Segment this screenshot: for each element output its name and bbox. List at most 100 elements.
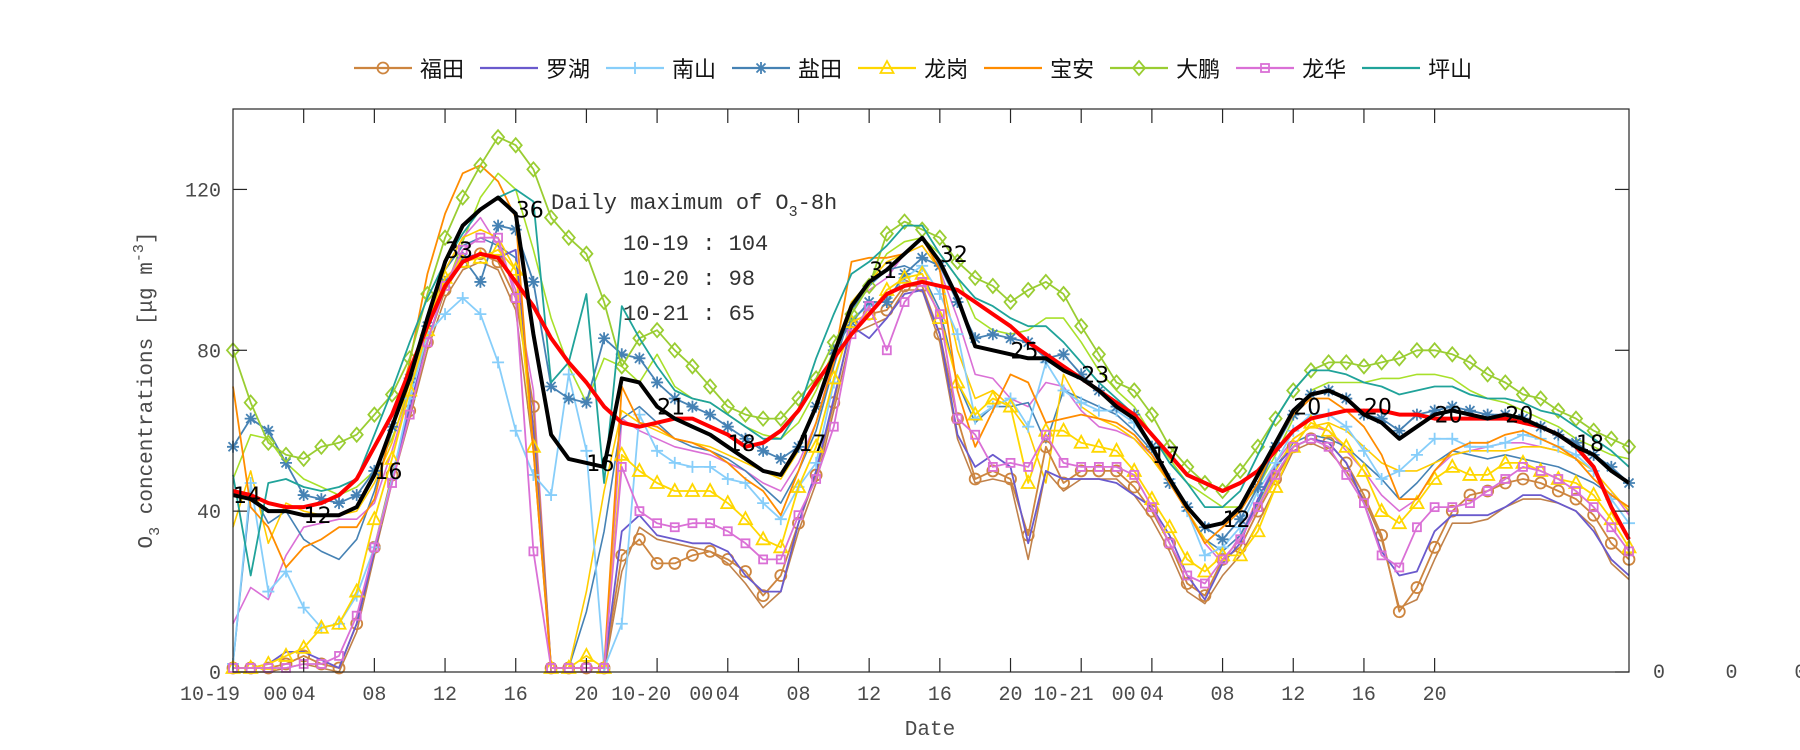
data-point-marker <box>1111 462 1122 472</box>
x-tick-label: 16 <box>928 684 952 707</box>
data-point-marker <box>773 410 788 428</box>
data-point-marker <box>474 275 487 288</box>
data-point-marker <box>1375 412 1388 425</box>
data-point-marker <box>1410 581 1424 594</box>
data-point-marker <box>1339 456 1353 470</box>
annotation-line-1: 10-19 : 104 <box>623 232 768 257</box>
data-point-marker <box>758 554 769 565</box>
data-point-marker <box>1606 522 1617 533</box>
data-point-marker <box>881 345 892 356</box>
data-point-marker <box>1216 533 1229 546</box>
data-point-marker <box>475 232 486 243</box>
data-point-marker <box>1055 421 1072 437</box>
data-point-marker <box>649 474 666 489</box>
series-3 <box>227 219 1635 546</box>
data-point-marker <box>1392 349 1407 367</box>
legend-label: 南山 <box>672 58 717 83</box>
data-point-marker <box>1446 400 1459 413</box>
data-point-marker <box>755 410 771 428</box>
data-point-marker <box>331 434 347 452</box>
data-point-marker <box>916 251 929 264</box>
point-value-label: 17 <box>1152 444 1180 469</box>
legend-item: 龙岗 <box>856 52 968 84</box>
data-point-marker <box>349 426 364 444</box>
point-value-label: 20 <box>1505 404 1533 429</box>
data-point-marker <box>1428 540 1442 554</box>
data-point-marker <box>1408 494 1425 509</box>
data-point-marker <box>1376 550 1387 561</box>
data-point-marker <box>614 357 629 375</box>
data-point-marker <box>668 557 682 570</box>
data-point-marker <box>332 661 346 675</box>
point-value-label: 32 <box>940 243 968 268</box>
data-point-marker <box>1339 353 1354 371</box>
data-point-marker <box>1569 492 1583 506</box>
annotation-line-2: 10-20 : 98 <box>623 267 755 292</box>
data-point-marker <box>738 406 753 424</box>
point-value-label: 17 <box>798 432 826 457</box>
data-point-marker <box>651 444 664 457</box>
data-point-marker <box>967 269 983 287</box>
data-point-marker <box>1143 490 1160 505</box>
data-point-marker <box>334 651 344 661</box>
data-point-marker <box>1198 549 1211 562</box>
data-point-marker <box>1412 522 1422 533</box>
data-point-marker <box>933 327 947 341</box>
data-point-marker <box>579 245 594 263</box>
black-series-line <box>232 195 1631 530</box>
data-point-marker <box>455 189 470 206</box>
unlabelled-series-line-2 <box>232 236 1630 669</box>
data-point-marker <box>633 532 646 546</box>
data-point-marker <box>739 565 752 578</box>
data-point-marker <box>685 357 700 375</box>
data-point-marker <box>367 406 382 424</box>
data-point-marker <box>1321 353 1336 371</box>
data-point-marker <box>1040 429 1051 440</box>
data-point-marker <box>278 647 295 662</box>
data-point-marker <box>1092 464 1106 478</box>
data-point-marker <box>1461 466 1478 481</box>
data-point-marker <box>527 400 540 413</box>
data-point-marker <box>297 601 310 614</box>
legend-item: 龙华 <box>1234 52 1346 84</box>
data-point-marker <box>861 277 877 295</box>
data-point-marker <box>1340 420 1353 433</box>
data-point-marker <box>668 456 681 469</box>
data-point-marker <box>632 329 647 347</box>
data-point-marker <box>1428 404 1441 417</box>
data-point-marker <box>1270 470 1281 480</box>
legend-label: 龙岗 <box>924 58 969 83</box>
data-point-marker <box>545 489 558 502</box>
data-point-marker <box>613 445 630 461</box>
point-value-label: 25 <box>1011 339 1039 364</box>
data-point-marker <box>1604 430 1619 448</box>
data-point-marker <box>756 589 770 602</box>
point-value-label: 12 <box>1223 508 1251 533</box>
data-point-marker <box>705 518 716 529</box>
data-point-marker <box>843 313 860 329</box>
legend-swatch-square-icon <box>1236 63 1295 73</box>
legend-marker <box>1260 63 1271 73</box>
data-point-marker <box>1005 457 1016 468</box>
data-point-marker <box>243 394 258 411</box>
data-point-marker <box>262 585 275 598</box>
data-point-marker <box>1587 508 1601 522</box>
legend: 福田 罗湖 南山 盐田 龙岗 宝安 大鹏 龙华 坪山 <box>352 52 1472 84</box>
data-point-marker <box>1359 498 1369 509</box>
x-axis-label: Date <box>905 719 955 742</box>
data-point-marker <box>1355 462 1372 477</box>
stray-tick-label: 0 <box>1725 662 1737 685</box>
data-point-marker <box>1057 384 1070 397</box>
data-point-marker <box>1445 504 1459 518</box>
series-line-1 <box>233 248 1630 669</box>
data-point-marker <box>527 468 540 481</box>
data-point-marker <box>1110 464 1123 478</box>
data-point-marker <box>932 229 948 247</box>
data-point-marker <box>1269 456 1282 469</box>
data-point-marker <box>1196 562 1213 578</box>
data-point-marker <box>561 229 576 247</box>
data-point-marker <box>1341 470 1352 480</box>
data-point-marker <box>952 413 963 424</box>
unlabelled-series-line-4 <box>233 260 1630 673</box>
